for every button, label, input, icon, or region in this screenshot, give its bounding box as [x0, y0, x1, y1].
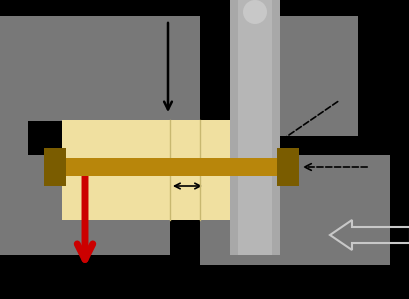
Bar	[62, 158, 276, 176]
Bar	[237, 0, 271, 255]
Bar	[0, 155, 170, 255]
Bar	[200, 155, 389, 265]
Bar	[0, 70, 28, 255]
Bar	[62, 120, 261, 220]
Bar	[0, 16, 200, 121]
Bar	[229, 0, 279, 255]
Bar	[276, 148, 298, 186]
Bar	[237, 16, 357, 136]
Bar	[44, 148, 66, 186]
Circle shape	[243, 0, 266, 24]
